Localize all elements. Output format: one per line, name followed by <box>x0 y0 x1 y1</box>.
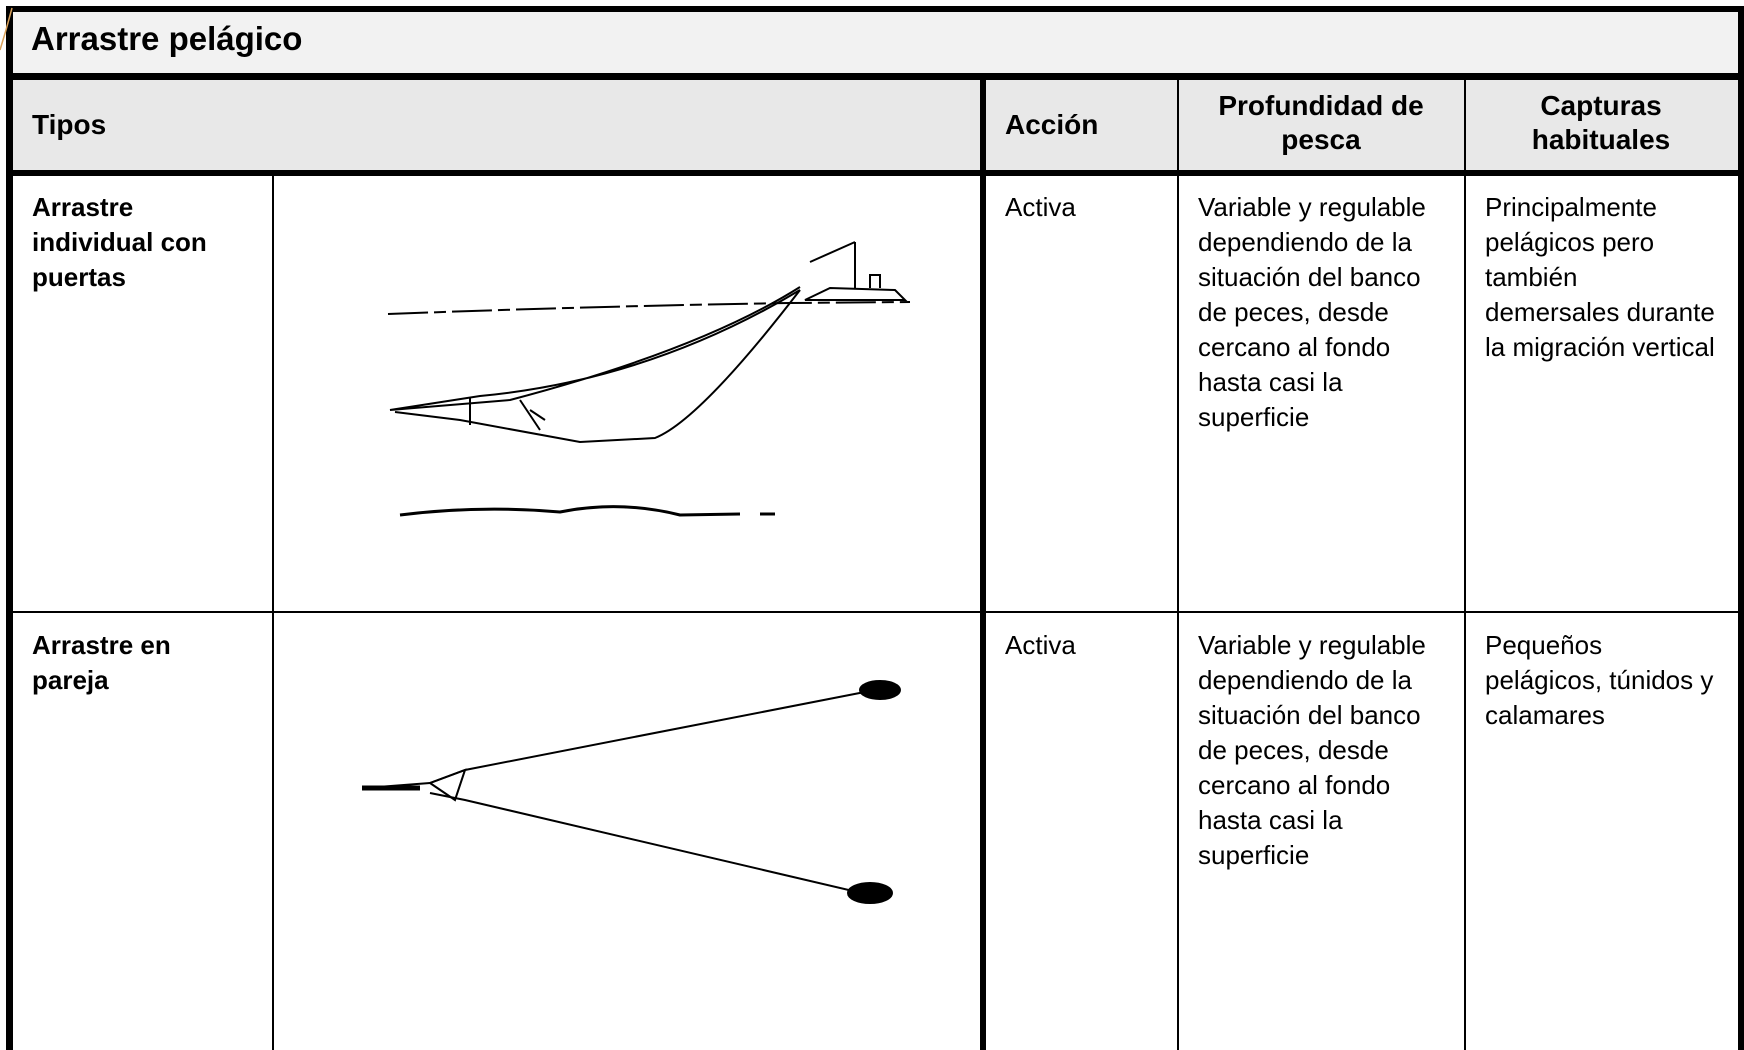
border <box>1464 79 1466 1050</box>
header-bg <box>6 79 1738 171</box>
border <box>6 73 1744 80</box>
catches: Pequeños pelágicos, túnidos y calamares <box>1485 630 1714 730</box>
pair-trawl-drawing <box>362 680 901 904</box>
border <box>980 79 986 1050</box>
col-header: Capturas habituales <box>1531 90 1671 155</box>
border <box>1738 6 1744 1050</box>
single-trawl-drawing <box>387 241 911 517</box>
col-header: Acción <box>1005 109 1099 140</box>
action: Activa <box>1005 630 1076 660</box>
col-header: Profundidad de pesca <box>1218 90 1424 155</box>
border <box>272 176 274 1050</box>
border <box>6 6 13 1050</box>
border <box>1177 79 1179 1050</box>
border <box>6 6 1738 12</box>
catches: Principalmente pelágicos pero también de… <box>1485 192 1715 362</box>
border <box>6 170 1744 176</box>
border <box>6 611 1744 613</box>
depth: Variable y regulable dependiendo de la s… <box>1198 192 1426 432</box>
col-header: Tipos <box>32 109 107 140</box>
title: Arrastre pelágico <box>6 6 1738 76</box>
type-name: Arrastre en pareja <box>32 630 171 695</box>
type-name: Arrastre individual con puertas <box>32 192 207 292</box>
depth: Variable y regulable dependiendo de la s… <box>1198 630 1426 870</box>
action: Activa <box>1005 192 1076 222</box>
